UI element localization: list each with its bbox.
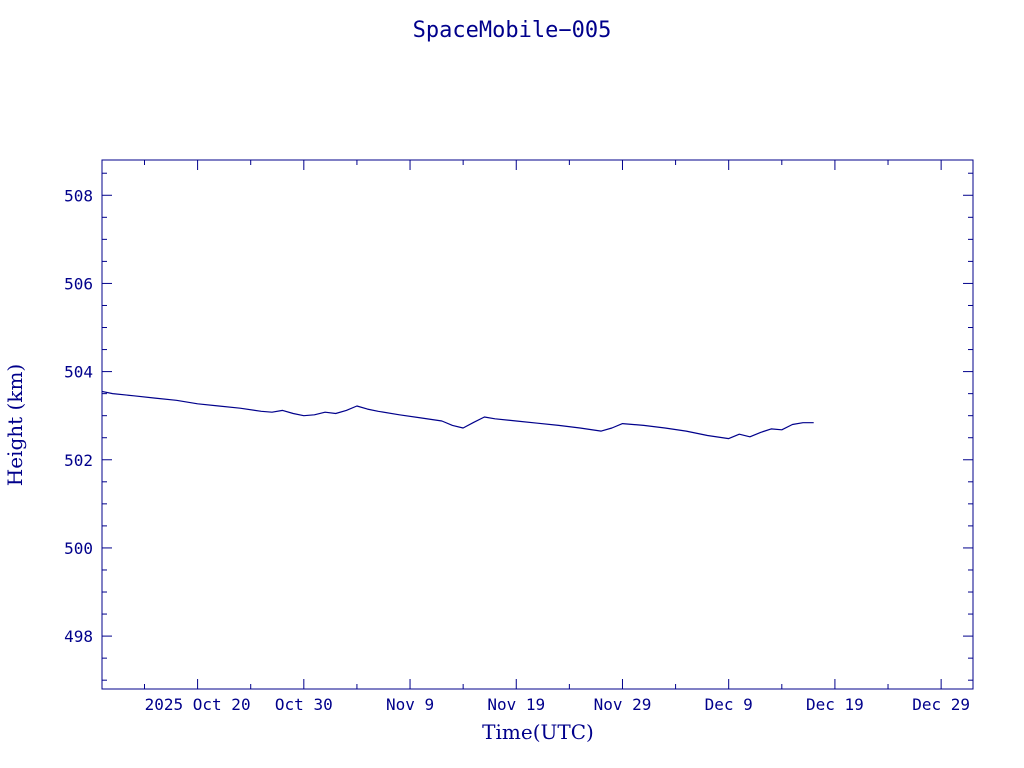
- y-axis-label: Height (km): [3, 364, 27, 486]
- y-tick-label: 498: [64, 627, 93, 646]
- series-line-0: [101, 390, 814, 440]
- chart-title: SpaceMobile−005: [413, 18, 612, 43]
- y-tick-label: 502: [64, 451, 93, 470]
- plot-frame: [101, 159, 974, 690]
- x-tick-label: Nov 29: [594, 695, 652, 714]
- y-tick-label: 508: [64, 186, 93, 205]
- y-tick-label: 506: [64, 274, 93, 293]
- x-tick-label: Nov 19: [487, 695, 545, 714]
- x-tick-labels: 2025 Oct 20 Oct 30 Nov 9 Nov 19 Nov 29 Dec 9 D…: [145, 695, 970, 714]
- x-tick-label: Dec 29: [912, 695, 970, 714]
- series-layer: [101, 390, 814, 440]
- x-tick-label: Dec 19: [806, 695, 864, 714]
- x-axis-label: Time(UTC): [482, 720, 594, 744]
- axis-ticks: [102, 160, 973, 689]
- x-tick-label: Dec 9: [705, 695, 753, 714]
- y-tick-label: 500: [64, 539, 93, 558]
- x-tick-label: Oct 30: [275, 695, 333, 714]
- x-tick-label: 2025 Oct 20: [145, 695, 251, 714]
- y-tick-labels: 498 500 502 504 506 508: [64, 186, 93, 646]
- y-tick-label: 504: [64, 363, 93, 382]
- x-tick-label: Nov 9: [386, 695, 434, 714]
